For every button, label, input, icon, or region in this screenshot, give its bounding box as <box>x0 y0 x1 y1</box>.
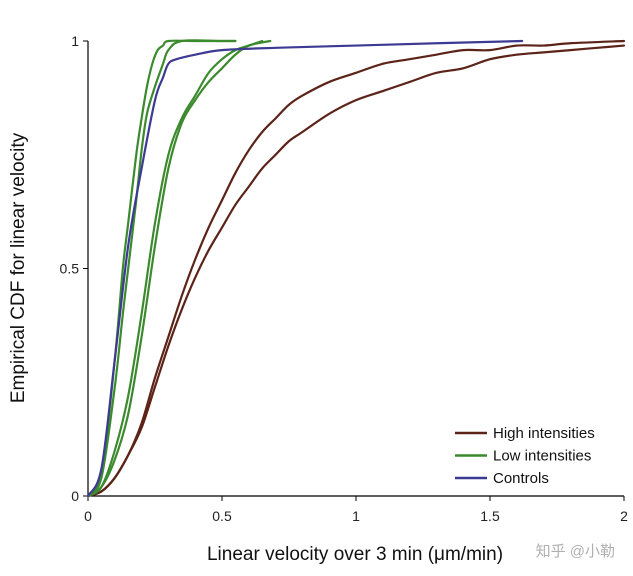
series-line-controls <box>86 39 524 498</box>
x-tick-label: 1 <box>352 508 360 524</box>
x-axis-title: Linear velocity over 3 min (μm/min) <box>207 544 503 565</box>
y-tick-label: 0 <box>71 488 79 504</box>
series-layer <box>86 39 626 498</box>
legend-label: Controls <box>493 470 549 487</box>
x-tick-label: 0.5 <box>212 508 232 524</box>
series-line-low-intensities <box>86 39 237 498</box>
x-tick-label: 0 <box>84 508 92 524</box>
x-tick-label: 1.5 <box>480 508 500 524</box>
watermark-text: 知乎 @小勒 <box>536 543 615 560</box>
legend-label: High intensities <box>493 425 595 442</box>
y-tick-label: 1 <box>71 33 79 49</box>
axes: 0 0.5 1 1.5 2 0 0.5 1 <box>60 33 629 524</box>
series-line-high-intensities <box>86 39 626 498</box>
series-line-low-intensities <box>86 39 272 498</box>
legend-label: Low intensities <box>493 448 591 465</box>
y-tick-label: 0.5 <box>60 261 80 277</box>
legend: High intensities Low intensities Controls <box>455 425 595 487</box>
series-line-high-intensities <box>86 44 626 498</box>
x-tick-label: 2 <box>620 508 628 524</box>
y-axis-title: Empirical CDF for linear velocity <box>8 132 29 403</box>
series-line-low-intensities <box>86 39 264 498</box>
